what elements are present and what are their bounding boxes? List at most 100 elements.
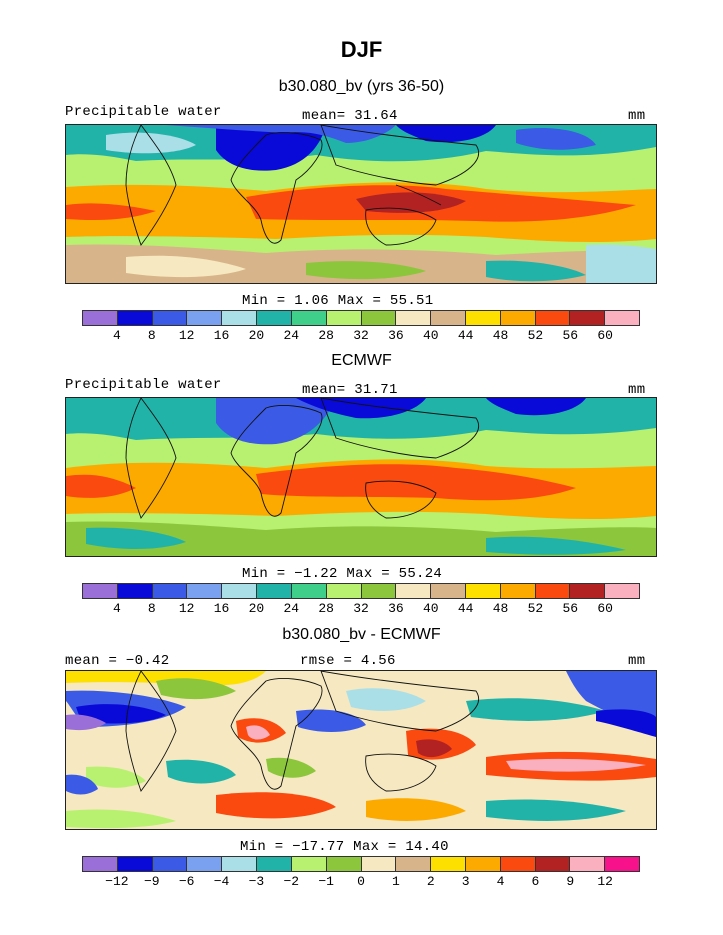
panel-2-title: ECMWF <box>331 352 392 369</box>
colorbar-tick-label: 32 <box>353 601 369 616</box>
colorbar-cell <box>431 857 466 871</box>
colorbar-tick-label: 12 <box>178 601 195 616</box>
colorbar-cell <box>396 584 432 598</box>
colorbar-tick-label: −9 <box>143 874 160 889</box>
colorbar-tick-label: 24 <box>283 601 300 616</box>
colorbar-tick-label: 36 <box>388 328 404 343</box>
colorbar-tick-label: 8 <box>147 601 156 616</box>
colorbar-cell <box>117 584 153 598</box>
colorbar-tick-label: 3 <box>461 874 470 889</box>
figure-title: DJF <box>340 37 383 62</box>
panel-2-units-label: mm <box>628 382 646 398</box>
colorbar-tick-label: −12 <box>105 874 129 889</box>
colorbar-tick-label: 4 <box>112 328 121 343</box>
colorbar-cell <box>396 857 432 871</box>
colorbar-tick-label: 2 <box>426 874 435 889</box>
colorbar-cell <box>291 857 327 871</box>
colorbar-cell <box>361 857 397 871</box>
colorbar-tick-label: 32 <box>353 328 369 343</box>
panel-2-variable-label: Precipitable water <box>65 377 222 393</box>
colorbar-cell <box>500 584 536 598</box>
colorbar-tick-label: −3 <box>248 874 265 889</box>
colorbar-cell <box>187 857 223 871</box>
panel-3-colorbar <box>82 856 640 872</box>
colorbar-cell <box>117 857 153 871</box>
colorbar-cell <box>361 584 397 598</box>
colorbar-cell <box>257 857 292 871</box>
colorbar-tick-label: 0 <box>357 874 365 889</box>
colorbar-cell <box>83 311 118 325</box>
panel-2-colorbar <box>82 583 640 599</box>
colorbar-tick-label: 44 <box>457 601 474 616</box>
colorbar-cell <box>187 584 223 598</box>
colorbar-cell <box>152 311 188 325</box>
colorbar-tick-label: 52 <box>527 328 544 343</box>
colorbar-tick-label: 60 <box>597 601 613 616</box>
colorbar-cell <box>465 311 501 325</box>
colorbar-cell <box>570 311 606 325</box>
panel-1-map <box>65 124 657 284</box>
colorbar-cell <box>431 311 466 325</box>
colorbar-cell <box>222 857 258 871</box>
colorbar-cell <box>257 584 292 598</box>
colorbar-cell <box>605 857 639 871</box>
panel-3-minmax: Min = −17.77 Max = 14.40 <box>240 839 449 855</box>
colorbar-tick-label: 9 <box>566 874 575 889</box>
colorbar-cell <box>361 311 397 325</box>
colorbar-tick-label: 48 <box>492 328 509 343</box>
colorbar-tick-label: 16 <box>213 601 230 616</box>
colorbar-tick-label: −2 <box>283 874 300 889</box>
panel-3-units-label: mm <box>628 653 646 669</box>
colorbar-cell <box>291 584 327 598</box>
colorbar-tick-label: 56 <box>562 601 579 616</box>
colorbar-tick-label: 6 <box>531 874 540 889</box>
colorbar-cell <box>500 857 536 871</box>
colorbar-cell <box>431 584 466 598</box>
colorbar-tick-label: 24 <box>283 328 300 343</box>
colorbar-tick-label: 4 <box>112 601 121 616</box>
colorbar-cell <box>535 311 571 325</box>
colorbar-cell <box>326 311 362 325</box>
panel-1-mean-label: mean= 31.64 <box>302 108 398 124</box>
colorbar-tick-label: 4 <box>496 874 505 889</box>
colorbar-tick-label: −1 <box>318 874 334 889</box>
panel-1-colorbar <box>82 310 640 326</box>
colorbar-cell <box>187 311 223 325</box>
colorbar-cell <box>117 311 153 325</box>
colorbar-cell <box>222 311 258 325</box>
colorbar-cell <box>326 584 362 598</box>
panel-2-colorbar-ticks: 4 8 12 16 20 24 28 32 36 40 44 48 52 56 60 <box>82 601 640 617</box>
colorbar-cell <box>570 584 606 598</box>
panel-1-minmax: Min = 1.06 Max = 55.51 <box>242 293 434 309</box>
colorbar-tick-label: −4 <box>213 874 230 889</box>
panel-1-colorbar-ticks: 4 8 12 16 20 24 28 32 36 40 44 48 52 56 60 <box>82 328 640 344</box>
panel-3-colorbar-ticks: −12 −9 −6 −4 −3 −2 −1 0 1 2 3 4 6 9 12 <box>82 874 640 890</box>
colorbar-tick-label: 44 <box>457 328 474 343</box>
colorbar-tick-label: 16 <box>213 328 230 343</box>
panel-1-units-label: mm <box>628 108 646 124</box>
panel-3-map <box>65 670 657 830</box>
colorbar-cell <box>291 311 327 325</box>
colorbar-tick-label: 8 <box>147 328 156 343</box>
colorbar-cell <box>222 584 258 598</box>
colorbar-cell <box>605 311 639 325</box>
panel-3-title: b30.080_bv - ECMWF <box>282 626 441 643</box>
colorbar-tick-label: 48 <box>492 601 509 616</box>
panel-1-title: b30.080_bv (yrs 36-50) <box>278 78 445 95</box>
colorbar-cell <box>465 584 501 598</box>
colorbar-cell <box>83 584 118 598</box>
colorbar-tick-label: 40 <box>422 328 439 343</box>
colorbar-cell <box>465 857 501 871</box>
colorbar-cell <box>605 584 639 598</box>
colorbar-tick-label: 20 <box>248 328 265 343</box>
colorbar-cell <box>83 857 118 871</box>
panel-3-rmse-label: rmse = 4.56 <box>300 653 396 669</box>
colorbar-tick-label: 1 <box>391 874 400 889</box>
colorbar-cell <box>326 857 362 871</box>
colorbar-cell <box>535 584 571 598</box>
panel-3-mean-label: mean = −0.42 <box>65 653 170 669</box>
colorbar-tick-label: −6 <box>178 874 195 889</box>
panel-2-mean-label: mean= 31.71 <box>302 382 398 398</box>
panel-2-minmax: Min = −1.22 Max = 55.24 <box>242 566 443 582</box>
colorbar-cell <box>570 857 606 871</box>
